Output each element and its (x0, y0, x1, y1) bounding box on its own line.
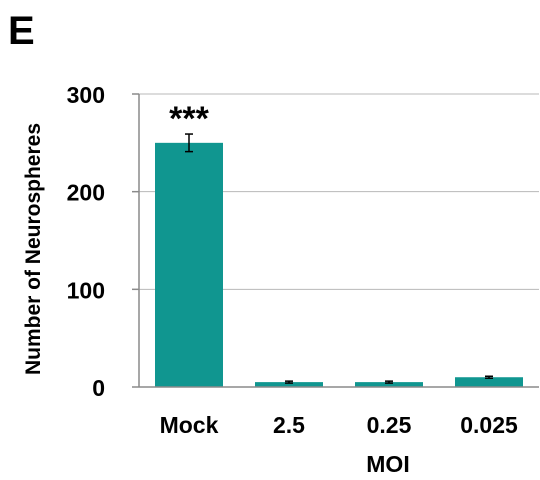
x-tick-label: 2.5 (273, 412, 305, 438)
y-tick-label: 100 (67, 277, 105, 303)
x-axis-label: MOI (366, 451, 409, 477)
y-tick-label: 0 (92, 375, 105, 401)
x-tick-label: 0.025 (460, 412, 518, 438)
bar (455, 377, 523, 387)
bar (255, 382, 323, 387)
y-tick-labels: 0 100 200 300 (67, 82, 105, 401)
x-tick-label: Mock (160, 412, 219, 438)
y-axis-label: Number of Neurospheres (22, 123, 45, 375)
bars: *** (155, 100, 523, 387)
x-tick-labels: Mock 2.5 0.25 0.025 (160, 412, 518, 438)
bar (155, 142, 223, 387)
x-tick-label: 0.25 (367, 412, 412, 438)
y-tick-label: 300 (67, 82, 105, 108)
bar (355, 382, 423, 387)
panel-label: E (8, 9, 35, 53)
significance-label: *** (169, 100, 209, 138)
axes (138, 94, 539, 388)
y-tick-label: 200 (67, 180, 105, 206)
